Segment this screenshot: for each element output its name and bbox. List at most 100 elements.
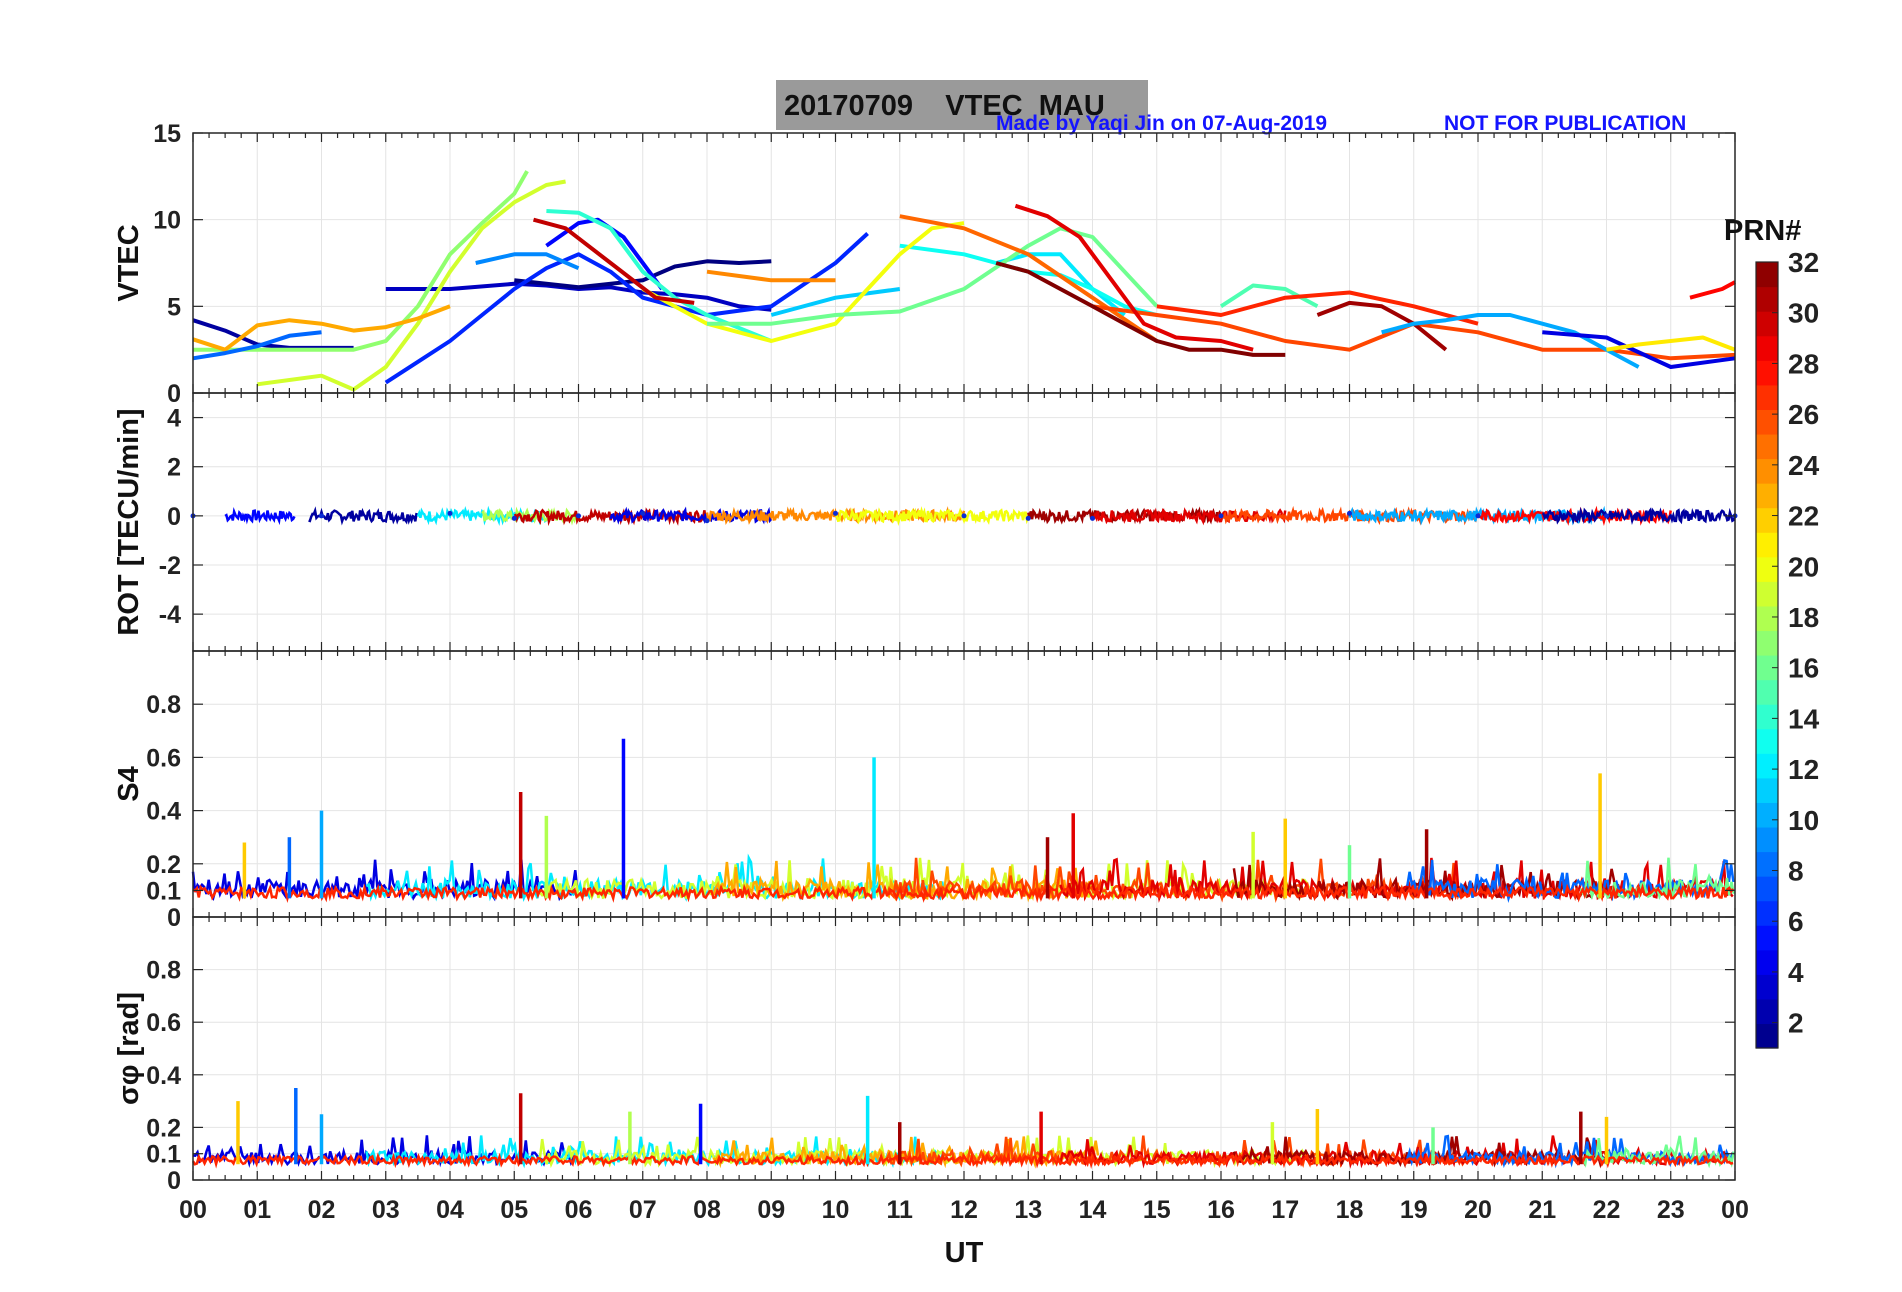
x-tick-label: 13	[1014, 1196, 1042, 1224]
colorbar-tick-label: 26	[1788, 399, 1819, 430]
y-tick-label: -2	[159, 552, 181, 580]
y-tick-label: 0	[167, 1167, 181, 1195]
vtec-line	[899, 243, 1158, 317]
rot-trace	[308, 506, 418, 526]
x-tick-label: 05	[500, 1196, 528, 1224]
x-tick-label: 20	[1464, 1196, 1492, 1224]
vtec-line	[770, 287, 901, 317]
y-tick-label: 2	[167, 454, 181, 482]
vtec-line	[546, 209, 773, 343]
colorbar-tick-label: 10	[1788, 805, 1819, 836]
colorbar-tick-label: 30	[1788, 298, 1819, 329]
x-tick-label: 07	[629, 1196, 657, 1224]
panel-s4: 00.10.2 0.4 0.6 0.8 S4	[113, 650, 1736, 932]
y-tick-label: 5	[167, 293, 181, 321]
y-tick-label: 0	[167, 503, 181, 531]
x-tick-label: 22	[1593, 1196, 1621, 1224]
vtec-line	[385, 281, 772, 312]
y-axis-label: S4	[113, 766, 145, 801]
y-tick-label: 0.6	[146, 744, 181, 772]
title-date: 20170709	[784, 90, 914, 122]
colorbar-tick-label: 12	[1788, 754, 1819, 785]
not-for-publication: NOT FOR PUBLICATION	[1444, 112, 1687, 135]
y-tick-label: 0.4	[146, 798, 181, 826]
x-tick-label: 00	[179, 1196, 207, 1224]
colorbar-swatch	[1756, 409, 1778, 435]
vtec-line	[257, 179, 566, 392]
colorbar-swatch	[1756, 851, 1778, 877]
y-tick-label: 0.1	[146, 877, 181, 905]
scint-trace	[192, 882, 1735, 904]
rot-point	[961, 513, 967, 519]
x-tick-label: 17	[1271, 1196, 1299, 1224]
rot-trace	[834, 506, 1030, 526]
vtec-line	[1381, 313, 1640, 369]
vtec-line	[1316, 300, 1448, 352]
colorbar-swatch	[1756, 998, 1778, 1025]
x-axis-label: UT	[945, 1237, 984, 1269]
vtec-line	[1542, 330, 1736, 369]
rot-point	[1218, 513, 1224, 519]
vtec-line	[192, 304, 451, 352]
rot-trace	[224, 506, 296, 526]
rot-point	[640, 510, 646, 516]
y-tick-label: 0.1	[146, 1141, 181, 1169]
y-tick-label: 0.2	[146, 1114, 181, 1142]
colorbar-swatch	[1756, 630, 1778, 656]
rot-point	[1347, 510, 1352, 516]
colorbar-swatch	[1756, 777, 1778, 803]
colorbar-tick-label: 32	[1788, 247, 1819, 278]
rot-point	[1604, 513, 1609, 519]
vtec-line	[707, 226, 1159, 326]
colorbar-tick-label: 14	[1788, 703, 1820, 734]
colorbar-tick-label: 2	[1788, 1008, 1804, 1039]
panel-rot: -4 -2 0 2 4 ROT [TECU/min]	[113, 392, 1738, 652]
colorbar-swatch	[1756, 949, 1778, 975]
panel-vtec: 0 5 10 15 VTEC	[113, 120, 1736, 408]
colorbar-swatch	[1756, 605, 1778, 632]
colorbar-tick-label: 28	[1788, 348, 1819, 379]
x-tick-label: 01	[243, 1196, 271, 1224]
colorbar-tick-label: 16	[1788, 653, 1819, 684]
x-tick-label: 21	[1528, 1196, 1556, 1224]
y-tick-label: 0	[167, 904, 181, 932]
y-tick-label: 0.4	[146, 1062, 181, 1090]
rot-point	[833, 510, 838, 516]
rot-point	[1090, 515, 1095, 521]
vtec-line	[1156, 290, 1479, 326]
x-tick-label: 19	[1400, 1196, 1428, 1224]
x-tick-label: 08	[693, 1196, 721, 1224]
rot-point	[704, 518, 710, 524]
x-tick-label: 15	[1143, 1196, 1171, 1224]
vtec-line	[1606, 335, 1736, 352]
colorbar-swatch	[1756, 704, 1778, 730]
y-tick-label: 0.6	[146, 1009, 181, 1037]
vtec-line	[192, 330, 322, 361]
colorbar-tick-label: 6	[1788, 906, 1804, 937]
colorbar-swatch	[1756, 311, 1778, 337]
y-tick-label: -4	[159, 601, 181, 629]
title-box	[776, 80, 1148, 130]
y-axis-label: VTEC	[113, 224, 145, 301]
scint-trace	[191, 859, 579, 902]
colorbar-swatch	[1756, 925, 1778, 951]
x-tick-label: 18	[1336, 1196, 1364, 1224]
colorbar-swatch	[1756, 458, 1778, 484]
colorbar-swatch	[1756, 360, 1778, 386]
vtec-line	[1014, 203, 1254, 352]
x-tick-label: 06	[565, 1196, 593, 1224]
x-tick-label: 12	[950, 1196, 978, 1224]
x-tick-label: 00	[1721, 1196, 1749, 1224]
rot-point	[1025, 515, 1031, 521]
colorbar-frame	[1755, 261, 1779, 1049]
colorbar-swatch	[1756, 262, 1778, 288]
rot-point	[319, 513, 324, 519]
rot-point	[511, 515, 517, 521]
x-tick-label: 09	[757, 1196, 785, 1224]
vtec-line	[995, 252, 1126, 317]
x-tick-label: 04	[436, 1196, 464, 1224]
colorbar-swatch	[1756, 532, 1778, 558]
colorbar-tick-label: 24	[1788, 450, 1820, 481]
colorbar-swatch	[1756, 876, 1778, 902]
